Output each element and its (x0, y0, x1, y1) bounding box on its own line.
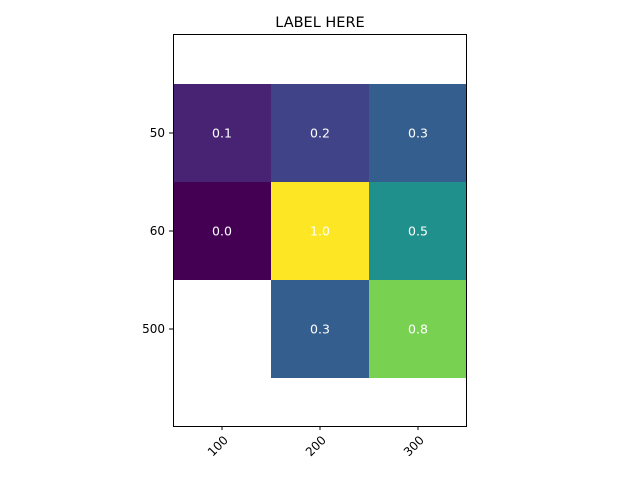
heatmap-cell-60-300 (369, 182, 467, 280)
cell-value-label: 0.0 (212, 224, 232, 239)
y-tick-label: 60 (150, 224, 165, 238)
cell-value-label: 0.5 (408, 224, 428, 239)
cell-value-label: 1.0 (310, 224, 330, 239)
heatmap-cell-50-100 (173, 84, 271, 182)
cell-value-label: 0.3 (408, 126, 428, 141)
heatmap-cell-500-200 (271, 280, 369, 378)
y-tick-label: 50 (150, 126, 165, 140)
chart-title: LABEL HERE (275, 15, 364, 31)
heatmap-cell-labels: 0.1 0.2 0.3 0.0 1.0 0.5 0.3 0.8 (212, 126, 428, 337)
y-tick-label: 500 (142, 322, 165, 336)
cell-value-label: 0.2 (310, 126, 330, 141)
cell-value-label: 0.8 (408, 322, 428, 337)
cell-value-label: 0.1 (212, 126, 232, 141)
heatmap-cell-60-200 (271, 182, 369, 280)
heatmap-cell-50-200 (271, 84, 369, 182)
heatmap-cells (173, 84, 467, 378)
heatmap-cell-60-100 (173, 182, 271, 280)
heatmap-cell-50-300 (369, 84, 467, 182)
y-axis-ticks: 50 60 500 (142, 126, 173, 336)
heatmap-cell-500-300 (369, 280, 467, 378)
cell-value-label: 0.3 (310, 322, 330, 337)
